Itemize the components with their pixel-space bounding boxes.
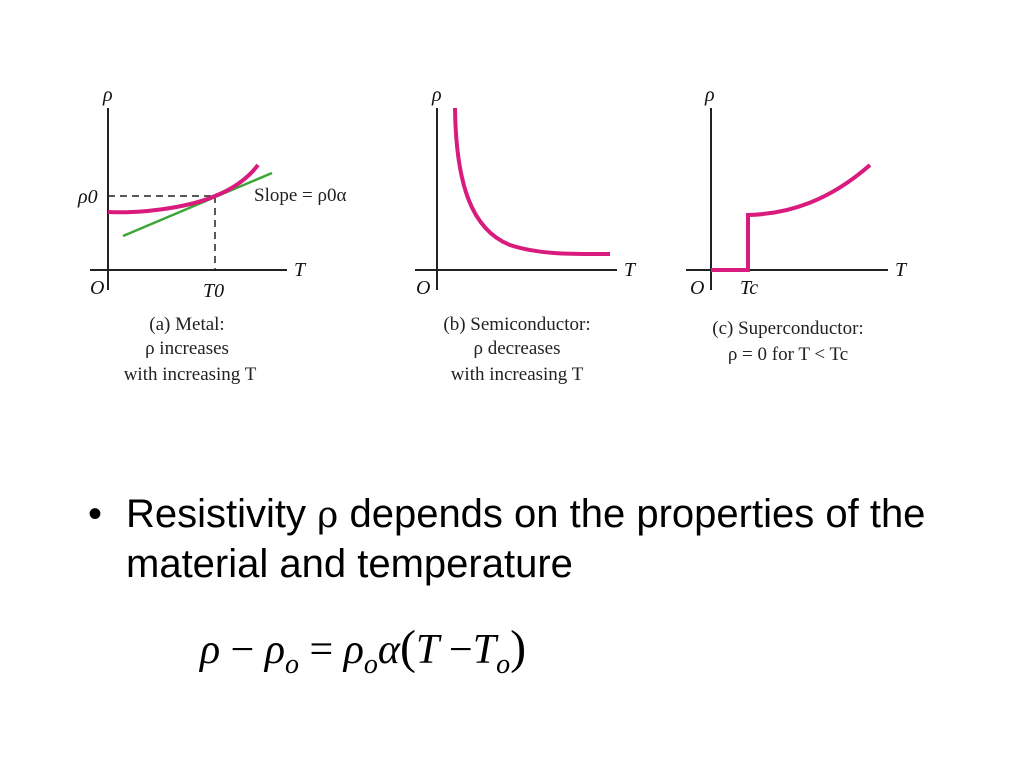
eq-open-paren: (: [399, 621, 416, 674]
caption-line-3: with increasing T: [451, 364, 584, 385]
eq-sub-o-2: o: [363, 649, 378, 680]
bullet-text-before: Resistivity: [126, 492, 307, 536]
eq-close-paren: ): [510, 621, 527, 674]
caption-line-1: (a) Metal:: [149, 314, 224, 335]
resistivity-equation: ρ − ρo = ρoα(T −To): [200, 620, 526, 681]
eq-equals: =: [309, 627, 334, 673]
caption-line-2: ρ increases: [145, 338, 229, 359]
superconductor-curve: [711, 163, 872, 272]
origin-label: O: [90, 277, 104, 299]
resistivity-diagram: ρ T O ρ0 T0 Slope = ρ0α (a) Metal: ρ inc…: [77, 84, 908, 385]
eq-minus: −: [230, 627, 255, 673]
x-axis-label: T: [624, 259, 637, 281]
y-axis-label: ρ: [102, 84, 113, 106]
semiconductor-curve: [453, 107, 611, 257]
eq-alpha: α: [377, 627, 400, 673]
x-axis-label: T: [895, 259, 908, 281]
y-axis-label: ρ: [431, 84, 442, 106]
bullet-text-after: depends on the properties of the materia…: [126, 492, 926, 586]
t0-label: T0: [203, 280, 224, 302]
panel-semiconductor: ρ T O (b) Semiconductor: ρ decreases wit…: [415, 84, 637, 385]
eq-sub-o: o: [285, 649, 300, 680]
eq-sub-o-3: o: [496, 649, 511, 680]
y-axis-label: ρ: [704, 84, 715, 106]
eq-T: T: [415, 627, 439, 673]
caption-line-3: with increasing T: [124, 364, 257, 385]
eq-rho-o-2: ρ: [343, 627, 364, 673]
caption-line-1: (c) Superconductor:: [712, 318, 863, 339]
origin-label: O: [416, 277, 430, 299]
bullet-symbol: •: [88, 492, 103, 536]
caption-line-2: ρ decreases: [473, 338, 560, 359]
origin-label: O: [690, 277, 704, 299]
metal-curve: [107, 163, 260, 215]
slope-label: Slope = ρ0α: [254, 185, 346, 206]
eq-rho-o: ρ: [264, 627, 286, 673]
x-axis-label: T: [294, 259, 307, 281]
bullet-text: Resistivity ρ depends on the properties …: [126, 490, 946, 588]
panel-metal: ρ T O ρ0 T0 Slope = ρ0α (a) Metal: ρ inc…: [77, 84, 346, 385]
tc-label: Tc: [740, 277, 758, 299]
tangent-line: [122, 171, 273, 238]
rho0-label: ρ0: [77, 186, 98, 208]
caption-line-1: (b) Semiconductor:: [443, 314, 590, 335]
panel-superconductor: ρ T O Tc (c) Superconductor: ρ = 0 for T…: [686, 84, 908, 365]
eq-T-o: T: [472, 627, 497, 673]
eq-rho: ρ: [200, 627, 221, 673]
bullet-rho: ρ: [317, 495, 339, 536]
eq-minus-2: −: [449, 627, 473, 673]
caption-line-2: ρ = 0 for T < Tc: [728, 344, 848, 365]
